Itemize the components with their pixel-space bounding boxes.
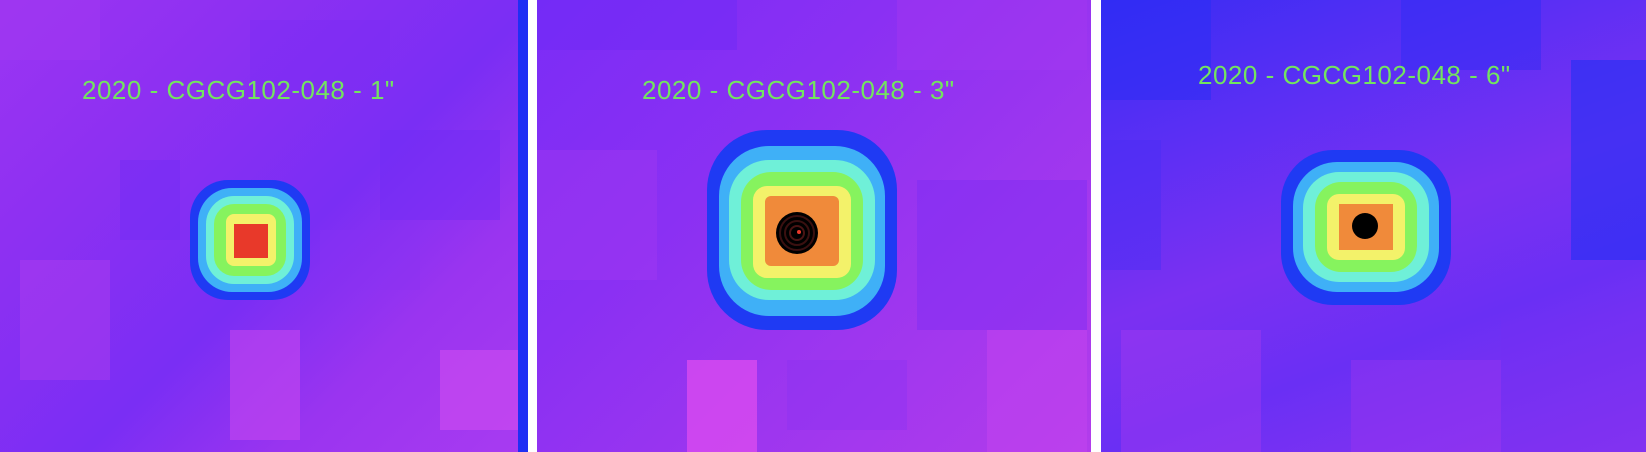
panel-1-texture [0, 0, 520, 440]
panel-1-edge [518, 0, 528, 452]
panel-1-label: 2020 - CGCG102-048 - 1" [82, 75, 395, 105]
panel-3-image: 2020 - CGCG102-048 - 6" [1101, 0, 1646, 452]
panel-3-source [1281, 150, 1451, 305]
panel-1-image: 2020 - CGCG102-048 - 1" [0, 0, 528, 452]
panel-3-label: 2020 - CGCG102-048 - 6" [1198, 60, 1511, 90]
panel-1-source [190, 180, 310, 300]
panel-2-texture [537, 0, 1087, 452]
panel-2-image: 2020 - CGCG102-048 - 3" [537, 0, 1091, 452]
panel-2-source [707, 130, 897, 330]
panel-3-texture [1101, 0, 1646, 452]
panel-2-label: 2020 - CGCG102-048 - 3" [642, 75, 955, 105]
